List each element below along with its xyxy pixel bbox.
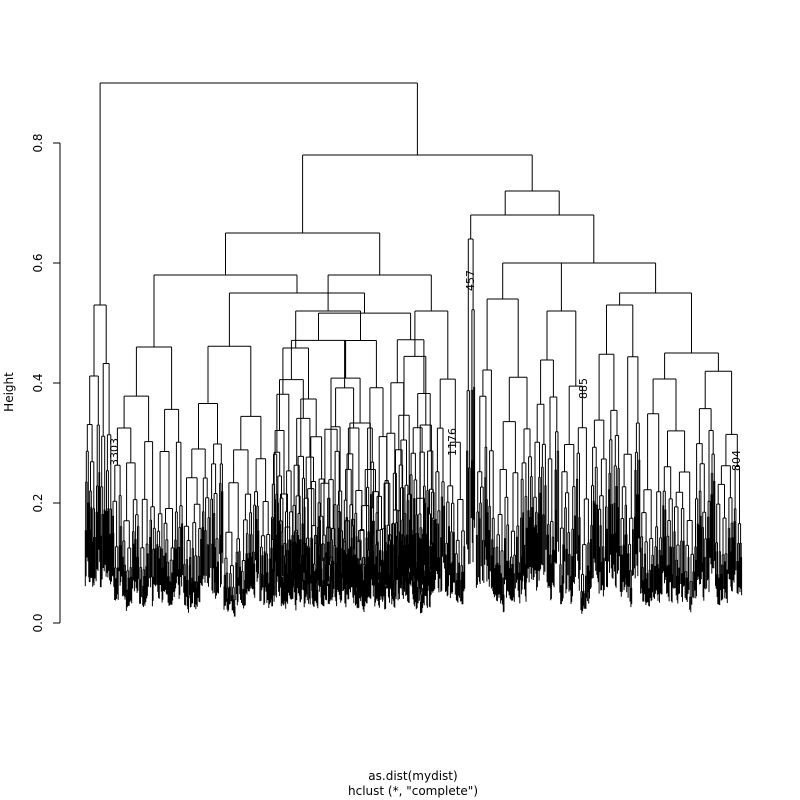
x-axis-label: as.dist(mydist) [368, 769, 457, 783]
y-tick-label: 0.6 [31, 253, 45, 272]
leaf-label: 1176 [446, 428, 459, 456]
leaf-label: 885 [577, 378, 590, 399]
y-axis: 0.0 0.2 0.4 0.6 0.8 [31, 133, 61, 633]
method-sublabel: hclust (*, "complete") [348, 784, 478, 798]
leaf-labels: 457 3303 1176 885 804 [108, 270, 743, 471]
leaf-label: 457 [464, 270, 477, 291]
y-tick-label: 0.2 [31, 493, 45, 512]
y-tick-label: 0.4 [31, 373, 45, 392]
y-tick-label: 0.8 [31, 133, 45, 152]
dendrogram-branches [84, 82, 743, 617]
y-tick-label: 0.0 [31, 613, 45, 632]
dendrogram-tree [84, 82, 743, 617]
leaf-label: 804 [730, 450, 743, 471]
y-axis-label: Height [2, 372, 16, 412]
leaf-label: 3303 [108, 438, 121, 466]
